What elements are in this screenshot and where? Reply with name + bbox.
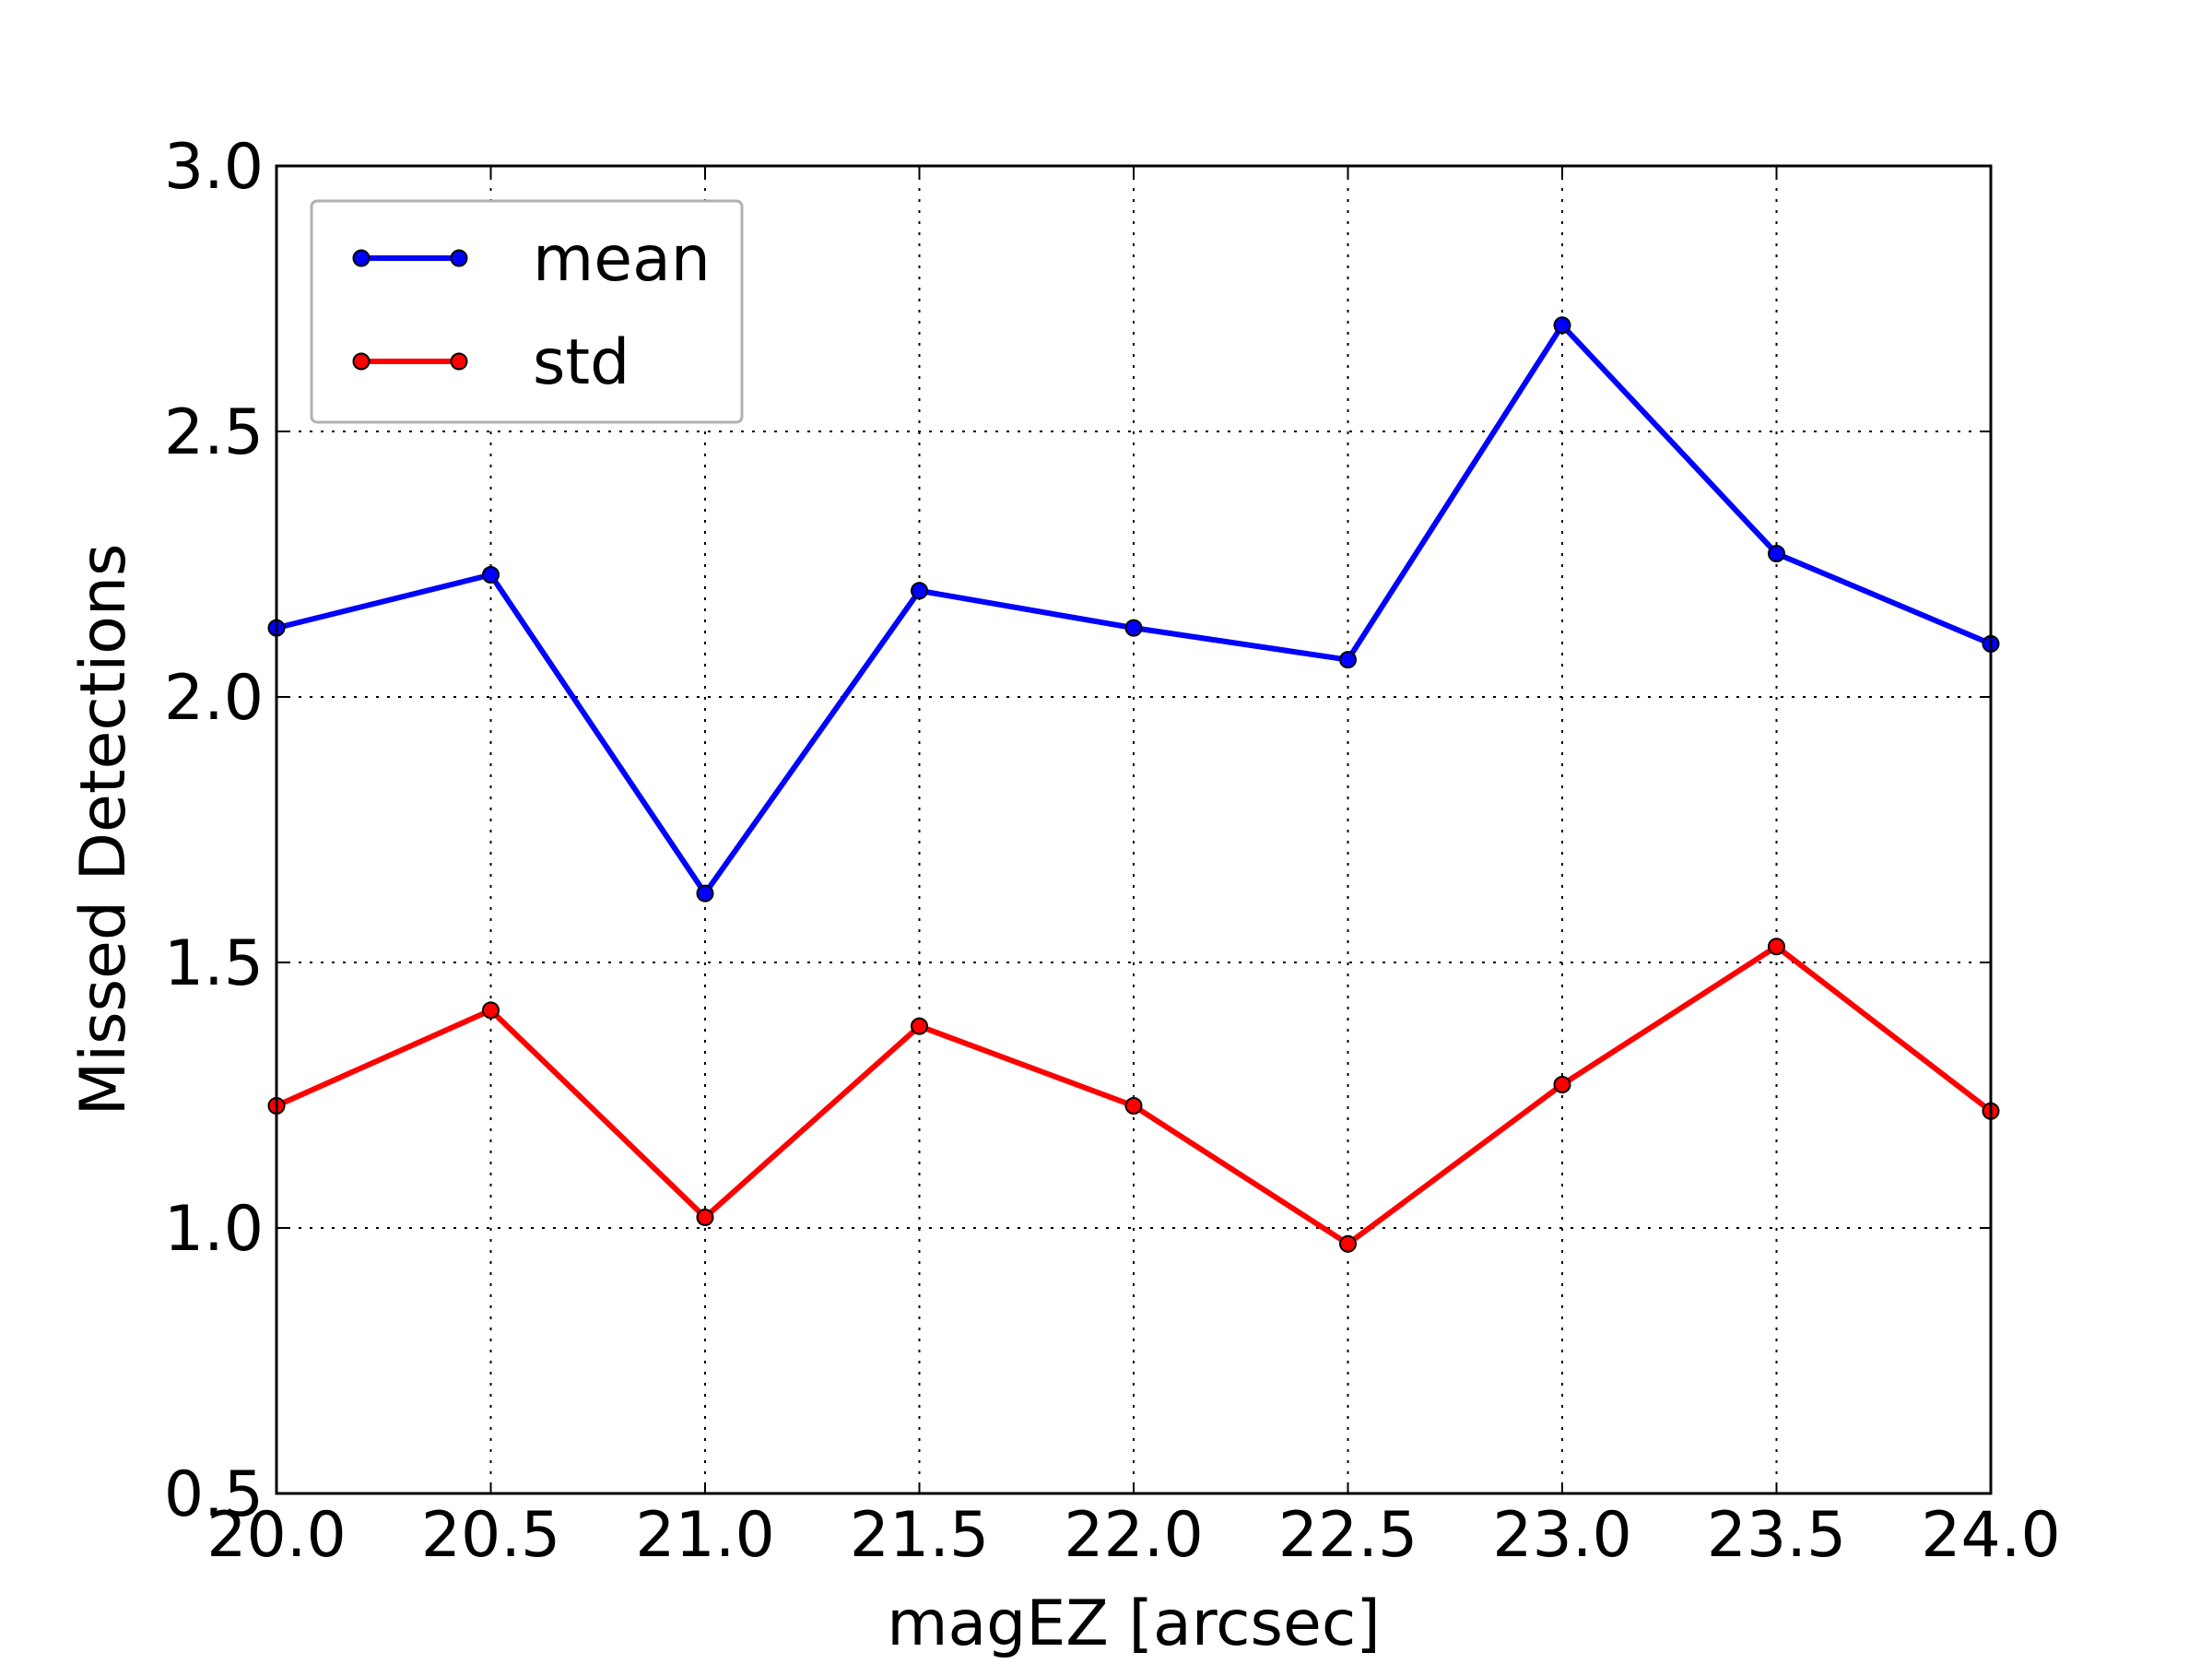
x-tick-label: 20.5 — [421, 1499, 560, 1572]
data-point-mean — [1339, 651, 1357, 669]
x-tick-label: 23.0 — [1492, 1499, 1631, 1572]
data-point-mean — [1768, 544, 1785, 562]
x-tick-label: 20.0 — [206, 1499, 346, 1572]
legend-swatch-marker — [352, 249, 371, 267]
data-point-std — [1339, 1234, 1357, 1253]
y-tick-label: 2.5 — [164, 396, 264, 469]
x-tick-label: 22.0 — [1064, 1499, 1203, 1572]
legend-swatch-marker — [450, 352, 468, 371]
y-tick-label: 1.5 — [164, 927, 264, 1000]
data-point-std — [1768, 938, 1785, 956]
x-tick-label: 22.5 — [1278, 1499, 1418, 1572]
x-tick-label: 23.5 — [1707, 1499, 1846, 1572]
data-point-std — [911, 1017, 928, 1035]
data-point-mean — [911, 582, 928, 600]
data-point-std — [696, 1208, 714, 1226]
data-point-mean — [482, 566, 500, 584]
y-axis-label: Missed Detections — [67, 544, 140, 1116]
series-mean — [267, 316, 2000, 903]
legend-label: mean — [533, 223, 711, 296]
y-tick-label: 0.5 — [164, 1458, 264, 1531]
data-point-std — [1553, 1075, 1571, 1093]
legend-items: mean std — [352, 223, 711, 399]
y-tick-label: 2.0 — [164, 662, 264, 735]
ticks: 20.0 20.5 21.0 21.5 22.0 22.5 23.0 23.5 24.0 0.5 1… — [164, 131, 2061, 1572]
x-tick-label: 24.0 — [1921, 1499, 2060, 1572]
series-layer — [267, 316, 2000, 1253]
legend-label: std — [533, 326, 629, 399]
legend-swatch-marker — [450, 249, 468, 267]
x-axis-label: magEZ [arcsec] — [887, 1587, 1380, 1659]
data-point-std — [482, 1001, 500, 1020]
legend-swatch-marker — [352, 352, 371, 371]
legend-item-std: std — [352, 326, 629, 399]
legend: mean std — [310, 199, 744, 424]
x-tick-label: 21.5 — [850, 1499, 989, 1572]
data-point-mean — [1553, 316, 1571, 335]
data-point-std — [1124, 1097, 1143, 1115]
y-tick-label: 1.0 — [164, 1193, 264, 1266]
data-point-mean — [696, 884, 714, 903]
legend-item-mean: mean — [352, 223, 711, 296]
data-point-mean — [1124, 619, 1143, 637]
x-tick-label: 21.0 — [635, 1499, 774, 1572]
series-std — [267, 938, 2000, 1253]
y-tick-label: 3.0 — [164, 131, 264, 204]
